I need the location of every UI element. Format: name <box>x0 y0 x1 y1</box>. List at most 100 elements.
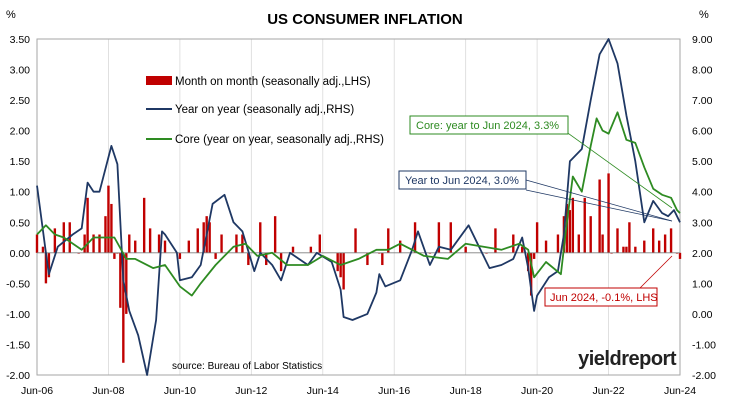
mom-bar <box>291 246 295 253</box>
mom-bar <box>35 234 39 253</box>
x-tick-label: Jun-22 <box>593 385 625 397</box>
mom-bar <box>157 234 161 253</box>
mom-bar <box>622 246 625 253</box>
x-axis-ticks: Jun-06 Jun-08 Jun-10 Jun-12 Jun-14 Jun-16 Jun-… <box>21 385 696 397</box>
mom-bar <box>601 234 604 253</box>
headline-yoy-line <box>36 38 681 376</box>
mom-bar <box>381 252 384 266</box>
right-tick-label: 0.00 <box>692 309 713 321</box>
x-tick-label: Jun-16 <box>378 385 410 397</box>
mom-bar <box>196 228 199 253</box>
mom-bar <box>354 228 357 253</box>
source-note: source: Bureau of Labor Statistics <box>172 361 322 372</box>
mom-bar <box>678 252 682 259</box>
mom-bar <box>625 246 628 253</box>
chart-title: US CONSUMER INFLATION <box>267 11 463 28</box>
yoy-annotation-leader <box>525 179 673 222</box>
right-tick-label: 6.00 <box>692 126 713 138</box>
mom-bar <box>512 234 515 253</box>
core-annotation-text: Core: year to Jun 2024, 3.3% <box>416 120 559 132</box>
left-tick-label: -1.00 <box>6 309 30 321</box>
mom-bar <box>202 222 205 253</box>
left-tick-label: 3.00 <box>10 65 31 77</box>
legend-label-core: Core (year on year, seasonally adj.,RHS) <box>175 134 384 146</box>
x-tick-label: Jun-12 <box>235 385 267 397</box>
mom-bar <box>657 240 661 253</box>
mom-bar <box>616 228 619 253</box>
mom-bar <box>643 240 646 253</box>
yoy-lines <box>36 38 681 376</box>
mom-bar <box>494 228 497 253</box>
mom-annotation-leader <box>639 255 673 289</box>
right-tick-label: 9.00 <box>692 34 713 46</box>
right-tick-label: 4.00 <box>692 187 713 199</box>
x-tick-label: Jun-08 <box>92 385 124 397</box>
left-tick-label: 1.50 <box>10 156 31 168</box>
logo-text: yieldreport <box>578 348 677 370</box>
left-tick-label: 3.50 <box>10 34 31 46</box>
right-tick-label: 1.00 <box>692 278 713 290</box>
mom-bar <box>187 240 191 253</box>
mom-bar <box>104 216 107 253</box>
mom-bar <box>526 252 530 272</box>
mom-bar <box>214 252 217 259</box>
mom-bar <box>342 252 345 290</box>
right-tick-label: -1.00 <box>692 339 716 351</box>
mom-bar <box>142 197 146 253</box>
mom-bar <box>273 216 277 253</box>
mom-bar <box>449 222 452 253</box>
right-tick-label: 5.00 <box>692 156 713 168</box>
mom-bar <box>577 234 580 253</box>
mom-bar <box>556 234 560 253</box>
mom-bar <box>113 252 116 259</box>
mom-bar <box>47 252 51 278</box>
annotations: Core: year to Jun 2024, 3.3% Year to Jun… <box>398 115 673 307</box>
mom-bar <box>583 197 586 253</box>
mom-annotation-text: Jun 2024, -0.1%, LHS <box>550 292 658 304</box>
x-tick-label: Jun-24 <box>664 385 696 397</box>
yoy-annotation-text: Year to Jun 2024, 3.0% <box>405 175 519 187</box>
x-tick-label: Jun-20 <box>521 385 553 397</box>
yoy-annotation-leader-2 <box>525 189 673 222</box>
mom-bar <box>634 246 637 253</box>
mom-bar <box>598 179 601 253</box>
left-axis-ticks: 3.50 3.00 2.50 2.00 1.50 1.00 0.50 0.00 -0.50 -1.… <box>6 34 30 382</box>
mom-bar <box>83 234 86 253</box>
mom-annotation-box <box>544 287 658 307</box>
mom-bar <box>309 246 313 253</box>
mom-bar <box>125 252 128 314</box>
x-tick-label: Jun-06 <box>21 385 53 397</box>
mom-bar <box>107 185 110 253</box>
x-tick-label: Jun-18 <box>450 385 482 397</box>
legend: Month on month (seasonally adj.,LHS) Yea… <box>146 76 384 146</box>
mom-bar <box>208 222 211 253</box>
left-axis-unit: % <box>6 9 16 21</box>
core-annotation-box <box>409 115 569 135</box>
mom-bar <box>318 234 321 253</box>
mom-bar <box>119 252 122 308</box>
mom-bar <box>41 246 45 253</box>
mom-bar <box>163 240 167 253</box>
mom-bar <box>235 234 238 253</box>
right-tick-label: 2.00 <box>692 248 713 260</box>
mom-bar <box>464 246 467 253</box>
legend-swatch-mom <box>146 76 172 85</box>
mom-bar <box>259 222 262 253</box>
mom-bar <box>535 222 539 253</box>
right-tick-label: 8.00 <box>692 65 713 77</box>
right-axis-ticks: 9.00 8.00 7.00 6.00 5.00 4.00 3.00 2.00 1.00 0.00… <box>692 34 716 382</box>
mom-bar <box>532 252 536 259</box>
mom-bar <box>148 228 152 253</box>
mom-bar <box>521 246 524 253</box>
mom-bar <box>663 234 667 253</box>
mom-bar <box>413 222 417 253</box>
mom-bar <box>366 252 369 266</box>
mom-bar <box>247 252 250 266</box>
mom-bar <box>53 228 57 253</box>
mom-bar <box>122 252 125 363</box>
right-tick-label: 3.00 <box>692 217 713 229</box>
right-axis-unit: % <box>699 9 709 21</box>
left-tick-label: 0.50 <box>10 217 31 229</box>
x-tick-label: Jun-14 <box>307 385 339 397</box>
